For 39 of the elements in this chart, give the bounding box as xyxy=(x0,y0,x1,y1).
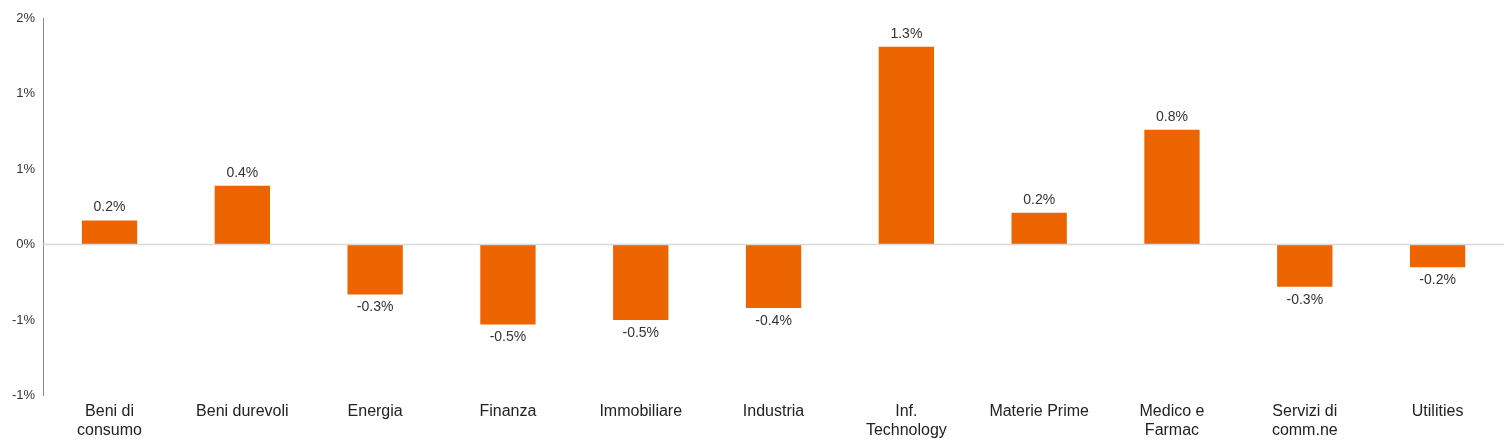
bar xyxy=(81,220,138,245)
data-label: 0.8% xyxy=(1156,107,1188,124)
data-label: 0.2% xyxy=(93,198,126,215)
data-label: -0.2% xyxy=(1419,271,1456,288)
x-tick-label: Inf. Technology xyxy=(865,401,947,438)
x-tick-label: Finanza xyxy=(479,401,537,419)
x-tick-label: Immobiliare xyxy=(599,401,683,419)
data-label: -0.5% xyxy=(622,323,660,340)
y-tick-label: -1% xyxy=(11,387,36,403)
x-tick-label: Servizi di comm.ne xyxy=(1271,401,1338,438)
data-label: -0.4% xyxy=(755,311,792,328)
data-label: 1.3% xyxy=(890,24,923,41)
y-tick-label: 0% xyxy=(16,236,36,252)
bar xyxy=(347,244,403,295)
x-tick-label: Utilities xyxy=(1411,401,1464,419)
y-tick-label: -1% xyxy=(11,311,36,327)
y-tick-label: 1% xyxy=(16,160,36,176)
bar xyxy=(214,185,270,245)
x-tick-label: Industria xyxy=(742,401,805,419)
y-tick-label: 2% xyxy=(16,9,36,25)
bar xyxy=(1144,129,1200,245)
data-label: 0.4% xyxy=(226,163,259,180)
y-tick-label: 1% xyxy=(16,85,36,101)
x-tick-label: Beni durevoli xyxy=(196,401,289,419)
bar xyxy=(1409,244,1466,268)
x-tick-label: Medico e Farmac xyxy=(1139,401,1205,438)
x-tick-label: Energia xyxy=(347,401,403,419)
bar xyxy=(1011,212,1067,245)
bar xyxy=(745,244,802,308)
bar xyxy=(480,244,536,325)
data-label: -0.3% xyxy=(1286,290,1324,307)
x-tick-label: Materie Prime xyxy=(989,401,1090,419)
bar xyxy=(1277,244,1333,287)
bar xyxy=(613,244,669,321)
data-label: -0.5% xyxy=(489,328,527,345)
x-tick-label: Beni di consumo xyxy=(77,401,143,438)
data-label: 0.2% xyxy=(1023,190,1056,207)
bar xyxy=(878,46,935,245)
data-label: -0.3% xyxy=(356,298,394,315)
